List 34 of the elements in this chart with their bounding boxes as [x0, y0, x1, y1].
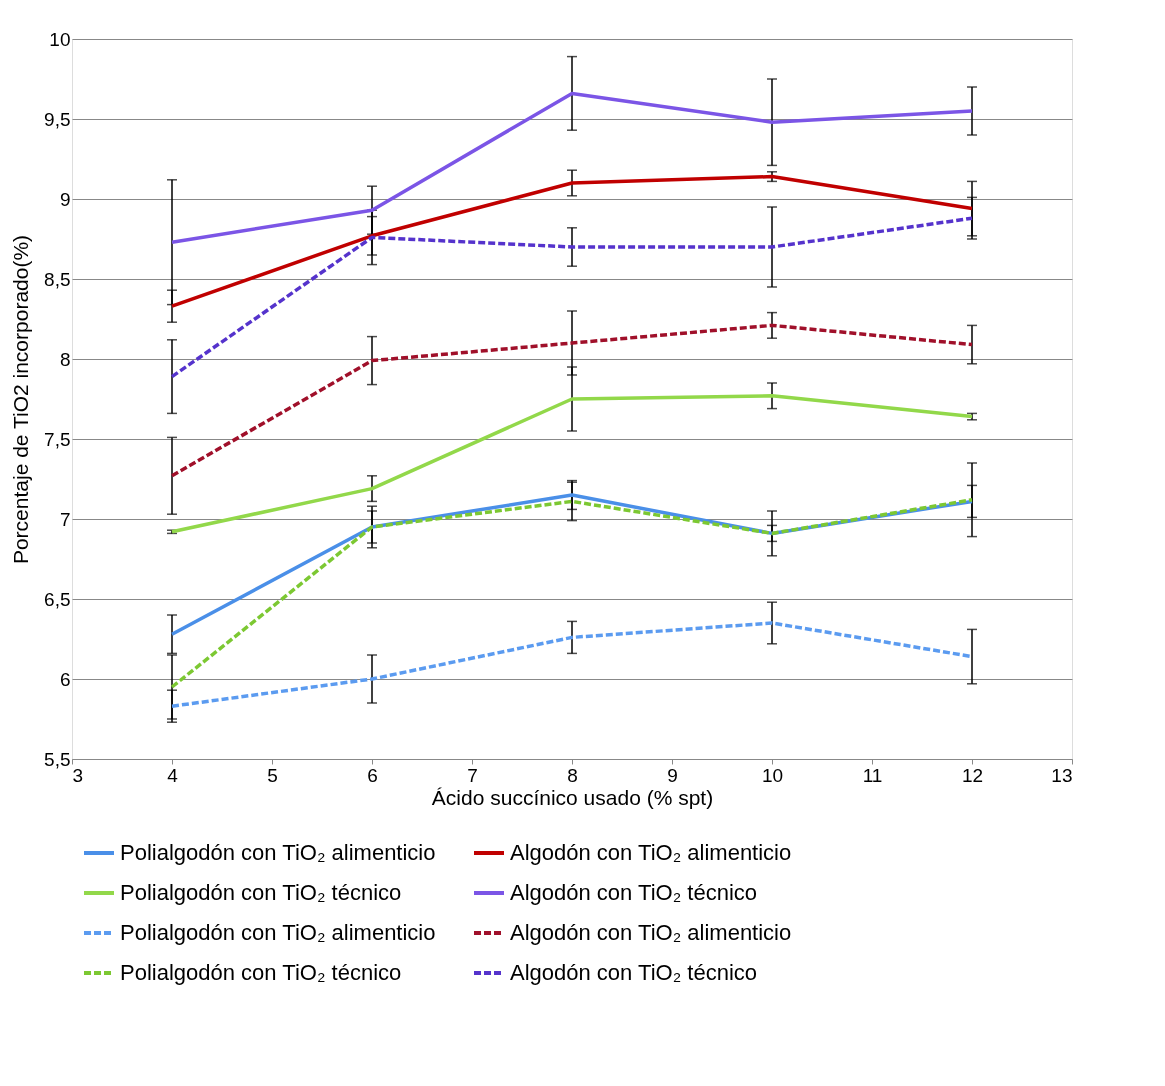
- x-tick-label: 7: [467, 764, 478, 786]
- legend-label: Algodón con TiO₂ técnico: [510, 880, 758, 905]
- y-tick-label: 8: [59, 348, 71, 370]
- y-tick-label: 6,5: [44, 588, 71, 610]
- x-tick-label: 11: [862, 764, 883, 786]
- line-series: [170, 323, 974, 478]
- x-tick-label: 8: [567, 764, 578, 786]
- x-tick-label: 4: [167, 764, 179, 786]
- y-tick-label: 5,5: [44, 748, 71, 770]
- legend-label: Polialgodón con TiO₂ técnico: [120, 880, 402, 905]
- legend-label: Polialgodón con TiO₂ alimenticio: [120, 920, 436, 945]
- x-tick-label: 13: [1051, 764, 1073, 786]
- x-tick-label: 3: [72, 764, 84, 786]
- y-tick-label: 8,5: [44, 268, 71, 290]
- x-tick-label: 10: [761, 764, 784, 786]
- line-series: [170, 216, 974, 379]
- y-tick-label: 10: [49, 28, 71, 50]
- legend-label: Algodón con TiO₂ alimenticio: [510, 920, 792, 945]
- legend-label: Algodón con TiO₂ técnico: [510, 960, 758, 985]
- legend-label: Algodón con TiO₂ alimenticio: [510, 840, 792, 865]
- y-tick-label: 9: [59, 188, 71, 210]
- legend-label: Polialgodón con TiO₂ alimenticio: [120, 840, 436, 865]
- x-tick-label: 9: [667, 764, 678, 786]
- x-tick-label: 12: [961, 764, 984, 786]
- x-axis-title: Ácido succínico usado (% spt): [431, 785, 714, 809]
- x-tick-label: 5: [267, 764, 278, 786]
- y-tick-label: 6: [59, 668, 71, 690]
- y-tick-label: 9,5: [44, 108, 71, 130]
- y-axis-title: Porcentaje de TiO2 incorporado(%): [9, 234, 33, 565]
- y-tick-label: 7,5: [44, 428, 71, 450]
- line-series: [170, 91, 974, 244]
- x-tick-label: 6: [367, 764, 378, 786]
- legend-label: Polialgodón con TiO₂ técnico: [120, 960, 402, 985]
- y-tick-label: 7: [59, 508, 71, 530]
